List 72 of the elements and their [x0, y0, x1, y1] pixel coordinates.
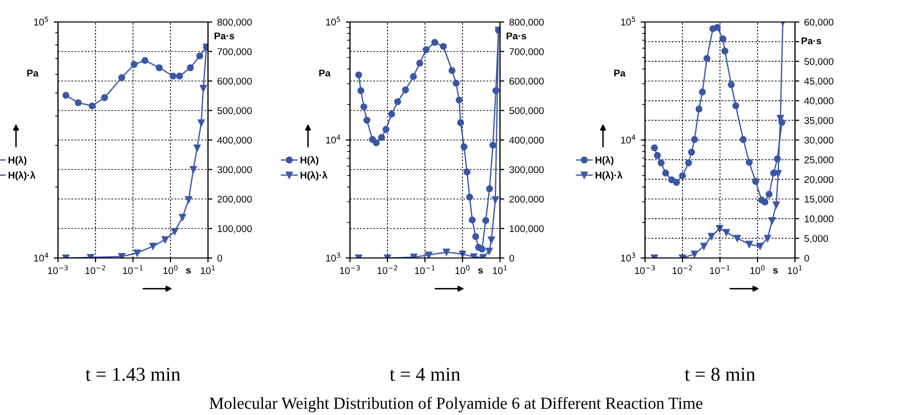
legend-label: H(λ)·λ — [8, 171, 36, 181]
x-tick-label: 10$^{0}$ — [750, 265, 765, 274]
y2-tick-label: 0 — [804, 254, 810, 262]
x-tick-label: 10$^{−2}$ — [86, 265, 106, 274]
y2-tick-label: 200,000 — [218, 196, 252, 204]
y2-tick-label: 500,000 — [217, 107, 252, 116]
y2-tick-label: 60,000 — [804, 18, 834, 27]
y2-tick-label: 100,000 — [218, 225, 252, 234]
legend-label: H(λ) — [596, 156, 614, 166]
y2-axis-title: Pa·s — [214, 32, 234, 40]
y2-tick-label: 40,000 — [804, 97, 834, 106]
y-tick-label: 10$^{5}$ — [621, 16, 636, 26]
y2-tick-label: 20,000 — [804, 176, 834, 184]
y2-tick-label: 400,000 — [509, 136, 544, 145]
y-axis-title: Pa — [27, 70, 39, 77]
y2-axis-title: Pa·s — [802, 37, 822, 44]
y2-tick-label: 25,000 — [804, 156, 834, 164]
y-tick-label: 10$^{4}$ — [621, 134, 636, 144]
y2-tick-label: 0 — [509, 254, 514, 262]
x-tick-label: 10$^{−3}$ — [340, 265, 360, 274]
x-tick-label: 10$^{−3}$ — [635, 265, 655, 274]
legend-label: H(λ)·λ — [596, 171, 622, 181]
y2-tick-label: 5,000 — [804, 235, 828, 244]
y-tick-label: 10$^{5}$ — [34, 16, 48, 26]
x-tick-label: 10$^{−1}$ — [415, 265, 435, 274]
y-axis-title: Pa — [319, 70, 331, 77]
x-tick-label: 10$^{−2}$ — [672, 265, 692, 274]
y2-tick-label: 800,000 — [217, 18, 252, 27]
legend-label: H(λ) — [8, 156, 26, 166]
y2-tick-label: 35,000 — [804, 117, 834, 126]
y2-tick-label: 700,000 — [218, 48, 252, 56]
x-tick-label: 10$^{0}$ — [455, 265, 470, 274]
y2-axis-title: Pa·s — [506, 32, 526, 40]
y2-tick-label: 300,000 — [217, 166, 252, 174]
y2-tick-label: 10,000 — [804, 215, 834, 224]
x-tick-label: 10$^{1}$ — [200, 265, 215, 274]
x-tick-label: 10$^{−1}$ — [710, 265, 730, 274]
x-tick-label: 10$^{−1}$ — [123, 265, 143, 274]
x-axis-title: s — [773, 268, 778, 274]
y2-tick-label: 700,000 — [510, 48, 544, 56]
y-axis-title: Pa — [614, 70, 626, 77]
legend-label: H(λ)·λ — [300, 171, 328, 181]
text: t = 1.43 min — [86, 368, 180, 381]
y2-tick-label: 30,000 — [804, 136, 834, 145]
y2-tick-label: 45,000 — [804, 78, 834, 86]
y2-tick-label: 600,000 — [510, 78, 544, 86]
y2-tick-label: 600,000 — [218, 78, 252, 86]
y-tick-label: 10$^{3}$ — [326, 252, 340, 262]
y2-tick-label: 800,000 — [509, 18, 544, 27]
text: t = 8 min — [684, 368, 756, 381]
x-tick-label: 10$^{0}$ — [163, 265, 178, 274]
y2-tick-label: 500,000 — [509, 107, 544, 116]
x-tick-label: 10$^{−3}$ — [48, 265, 68, 274]
y2-tick-label: 100,000 — [510, 225, 544, 234]
x-axis-title: s — [478, 268, 483, 274]
text: Molecular Weight Distribution of Polyamide 6 at Different Reaction Time — [210, 396, 702, 412]
y-tick-label: 10$^{4}$ — [34, 252, 48, 262]
text: t = 4 min — [390, 368, 460, 381]
y2-tick-label: 400,000 — [217, 136, 252, 145]
y2-tick-label: 50,000 — [804, 58, 834, 66]
y2-tick-label: 15,000 — [804, 196, 834, 204]
y-tick-label: 10$^{5}$ — [326, 16, 340, 26]
y2-tick-label: 300,000 — [509, 166, 544, 174]
y-tick-label: 10$^{4}$ — [326, 134, 340, 144]
x-tick-label: 10$^{1}$ — [788, 265, 802, 274]
x-tick-label: 10$^{−2}$ — [378, 265, 398, 274]
y2-tick-label: 200,000 — [510, 196, 544, 204]
y2-tick-label: 0 — [217, 254, 222, 262]
x-tick-label: 10$^{1}$ — [492, 265, 507, 274]
legend-label: H(λ) — [300, 156, 318, 166]
y-tick-label: 10$^{3}$ — [621, 252, 636, 262]
x-axis-title: s — [186, 268, 191, 274]
